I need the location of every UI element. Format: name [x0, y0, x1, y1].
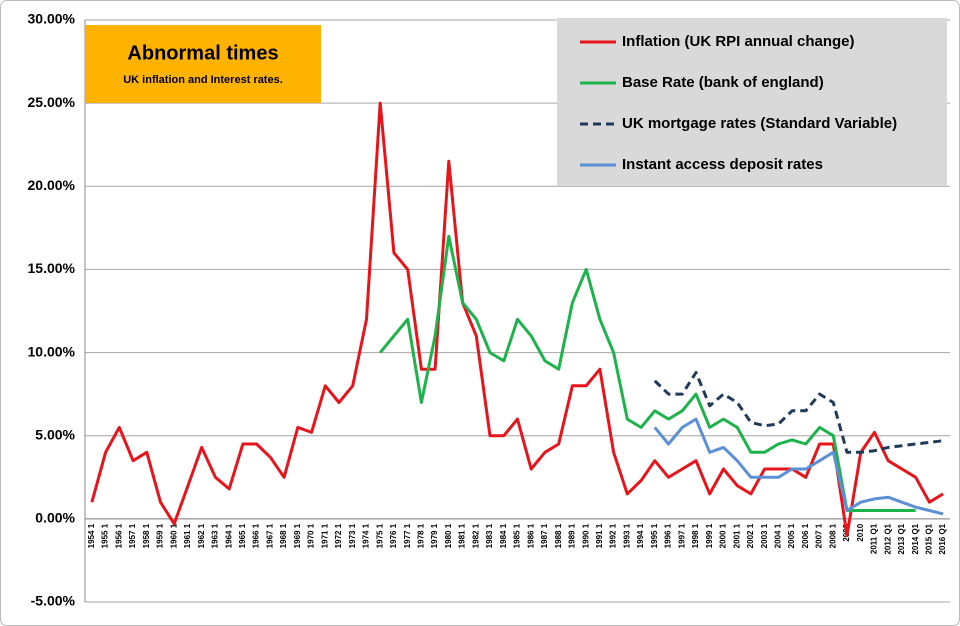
chart-subtitle: UK inflation and Interest rates.: [123, 74, 283, 86]
x-tick-label: 2010: [856, 523, 865, 541]
x-tick-label: 2001 1: [732, 523, 741, 548]
x-tick-label: 1961 1: [183, 523, 192, 548]
x-tick-label: 1973 1: [348, 523, 357, 548]
x-tick-label: 1999 1: [705, 523, 714, 548]
x-tick-label: 2003 1: [760, 523, 769, 548]
legend-box: [557, 18, 947, 186]
x-tick-label: 2002 1: [746, 523, 755, 548]
x-tick-label: 1956 1: [114, 523, 123, 548]
y-tick-label: 5.00%: [35, 426, 75, 442]
x-tick-label: 1986 1: [526, 523, 535, 548]
x-tick-label: 1981 1: [458, 523, 467, 548]
x-tick-label: 1984 1: [499, 523, 508, 548]
x-tick-label: 2007 1: [815, 523, 824, 548]
y-tick-label: 25.00%: [28, 94, 76, 110]
x-tick-label: 1964 1: [224, 523, 233, 548]
x-tick-label: 1996 1: [664, 523, 673, 548]
legend-label: Instant access deposit rates: [622, 156, 823, 173]
lines: [90, 101, 944, 537]
y-tick-label: 30.00%: [28, 11, 76, 27]
legend-label: UK mortgage rates (Standard Variable): [622, 115, 897, 132]
x-tick-label: 1993 1: [622, 523, 631, 548]
legend: Inflation (UK RPI annual change) Base Rat…: [580, 33, 897, 173]
x-tick-label: 1963 1: [211, 523, 220, 548]
x-tick-label: 1958 1: [142, 523, 151, 548]
x-tick-label: 1955 1: [101, 523, 110, 548]
x-tick-label: 1954 1: [87, 523, 96, 548]
x-tick-label: 1957 1: [128, 523, 137, 548]
y-tick-label: 10.00%: [28, 343, 76, 359]
x-tick-label: 1979 1: [430, 523, 439, 548]
series-line: [653, 371, 944, 454]
x-tick-label: 1962 1: [197, 523, 206, 548]
x-tick-label: 1988 1: [554, 523, 563, 548]
x-tick-label: 1969 1: [293, 523, 302, 548]
x-tick-label: 1989 1: [568, 523, 577, 548]
grid: -5.00% 0.00% 5.00% 10.00% 15.00% 20.00% 25.00%…: [28, 11, 950, 609]
x-tick-label: 2014 Q1: [911, 523, 920, 554]
x-tick-label: 1994 1: [636, 523, 645, 548]
y-tick-label: 0.00%: [35, 510, 75, 526]
x-tick-label: 1983 1: [485, 523, 494, 548]
x-tick-label: 1985 1: [513, 523, 522, 548]
legend-label: Base Rate (bank of england): [622, 74, 824, 91]
x-tick-label: 1960 1: [169, 523, 178, 548]
title-box: [85, 25, 321, 103]
x-tick-label: 2015 Q1: [925, 523, 934, 554]
x-tick-label: 2016 Q1: [938, 523, 947, 554]
x-tick-label: 1971 1: [320, 523, 329, 548]
x-tick-label: 2000 1: [719, 523, 728, 548]
y-tick-label: 15.00%: [28, 260, 76, 276]
x-tick-label: 1987 1: [540, 523, 549, 548]
series-line: [653, 417, 944, 516]
x-tick-label: 1997 1: [677, 523, 686, 548]
x-tick-label: 2008 1: [828, 523, 837, 548]
x-tick-label: 1976 1: [389, 523, 398, 548]
x-tick-label: 1998 1: [691, 523, 700, 548]
x-tick-label: 2011 Q1: [870, 523, 879, 554]
series-line: [90, 101, 944, 537]
x-tick-label: 2012 Q1: [883, 523, 892, 554]
x-tick-label: 2005 1: [787, 523, 796, 548]
legend-label: Inflation (UK RPI annual change): [622, 33, 855, 50]
x-tick-label: 1978 1: [416, 523, 425, 548]
x-tick-label: 1968 1: [279, 523, 288, 548]
x-tick-label: 1974 1: [362, 523, 371, 548]
x-tick-label: 2006 1: [801, 523, 810, 548]
x-tick-label: 1990 1: [581, 523, 590, 548]
x-tick-label: 1970 1: [307, 523, 316, 548]
series-line: [379, 234, 916, 512]
x-tick-label: 1966 1: [252, 523, 261, 548]
x-tick-label: 1965 1: [238, 523, 247, 548]
chart-title: Abnormal times: [127, 42, 278, 64]
y-tick-label: -5.00%: [31, 593, 76, 609]
x-tick-label: 1972 1: [334, 523, 343, 548]
x-tick-label: 1992 1: [609, 523, 618, 548]
x-tick-label: 1959 1: [156, 523, 165, 548]
x-tick-label: 1980 1: [444, 523, 453, 548]
x-tick-label: 1967 1: [265, 523, 274, 548]
y-tick-label: 20.00%: [28, 177, 76, 193]
x-tick-label: 1982 1: [471, 523, 480, 548]
x-tick-label: 2004 1: [773, 523, 782, 548]
x-tick-label: 1977 1: [403, 523, 412, 548]
x-tick-label: 1991 1: [595, 523, 604, 548]
x-tick-label: 1995 1: [650, 523, 659, 548]
x-tick-label: 1975 1: [375, 523, 384, 548]
x-tick-label: 2013 Q1: [897, 523, 906, 554]
